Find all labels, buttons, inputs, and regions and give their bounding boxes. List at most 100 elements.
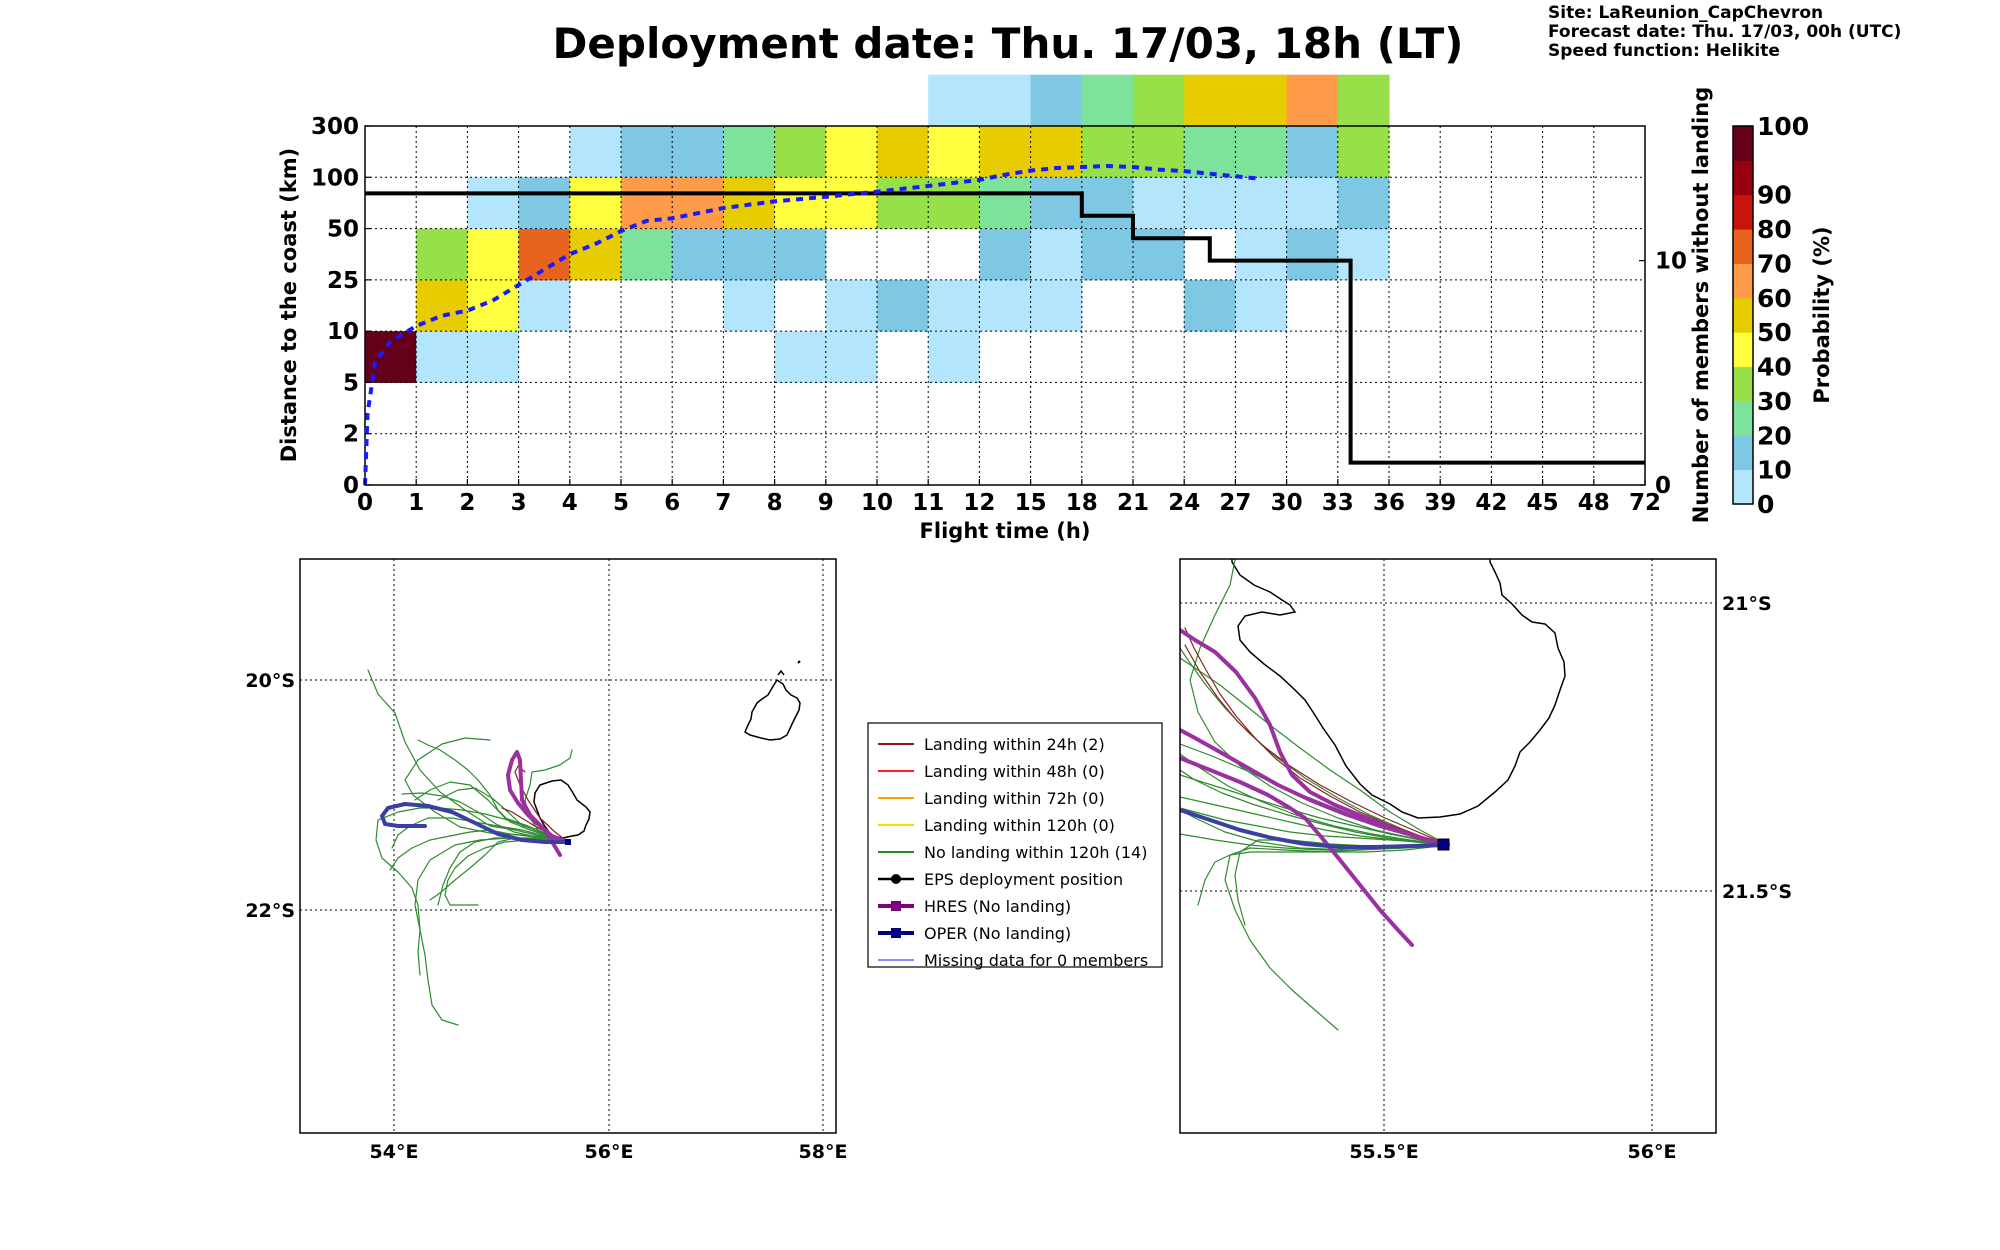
heatmap-cell: [467, 177, 520, 230]
colorbar-tick-label: 100: [1757, 112, 1809, 141]
colorbar-segment: [1733, 160, 1753, 196]
map-right-x-tick: 56°E: [1628, 1141, 1677, 1163]
heatmap-cell: [416, 228, 468, 281]
heatmap-cell: [1030, 74, 1083, 127]
heatmap-grid: [365, 126, 1645, 485]
heatmap-cell: [928, 74, 980, 127]
heatmap-cell: [1235, 279, 1288, 332]
heatmap-cell: [979, 126, 1032, 178]
x-tick-label: 18: [1066, 490, 1098, 516]
heatmap-frame: [364, 125, 1646, 486]
x-tick-label: 33: [1322, 490, 1354, 516]
heatmap-cell: [1030, 177, 1083, 230]
heatmap-cell: [825, 331, 878, 383]
legend-label: Landing within 24h (2): [924, 735, 1105, 754]
heatmap-cell: [569, 228, 622, 281]
legend-frame: [867, 722, 1163, 968]
colorbar-segment: [1733, 366, 1753, 402]
colorbar-tick-label: 0: [1757, 490, 1774, 519]
heatmap-cell: [1235, 177, 1288, 230]
site-label: Site: LaReunion_CapChevron: [1548, 3, 1823, 23]
map-left-x-tick: 58°E: [799, 1141, 848, 1163]
x-tick-label: 24: [1168, 490, 1200, 516]
heatmap-cell: [1184, 279, 1236, 332]
legend-item: No landing within 120h (14): [878, 843, 1147, 862]
x-tick-label: 5: [613, 490, 629, 516]
heatmap-cell: [569, 126, 622, 178]
heatmap-cell: [774, 177, 827, 230]
heatmap-cell: [518, 228, 571, 281]
x-tick-label: 21: [1117, 490, 1149, 516]
colorbar-tick-label: 20: [1757, 421, 1792, 450]
map-right-frame: [1179, 558, 1717, 1134]
heatmap-cell: [1081, 74, 1134, 127]
series-members-without-landing: [365, 191, 1645, 465]
heatmap-cell: [774, 331, 827, 383]
legend-item: EPS deployment position: [878, 870, 1123, 889]
heatmap-cell: [1133, 74, 1185, 127]
x-tick-label: 45: [1527, 490, 1559, 516]
x-tick-label: 11: [912, 490, 944, 516]
colorbar-segment: [1733, 297, 1753, 333]
x-tick-label: 6: [664, 490, 680, 516]
heatmap-cells: [365, 74, 1390, 383]
heatmap-cell: [1286, 177, 1339, 230]
heatmap-cell: [877, 177, 929, 230]
deployment-marker: [1437, 838, 1450, 851]
x-tick-label: 42: [1475, 490, 1507, 516]
colorbar-cells: [1733, 126, 1753, 505]
y-tick-label: 300: [311, 114, 359, 140]
heatmap-cell: [1133, 177, 1185, 230]
x-tick-label: 27: [1219, 490, 1251, 516]
heatmap-cell: [621, 126, 673, 178]
colorbar-frame: [1732, 125, 1754, 505]
heatmap-cell: [825, 279, 878, 332]
map-right-y-tick: 21°S: [1722, 593, 1772, 615]
heatmap-y2-ticks: 0 10: [1639, 249, 1687, 499]
heatmap-cell: [723, 279, 776, 332]
map-left-y-tick: 22°S: [245, 900, 295, 922]
heatmap-cell: [928, 279, 980, 332]
colorbar-tick-label: 60: [1757, 284, 1792, 313]
heatmap-cell: [877, 126, 929, 178]
x-tick-label: 10: [861, 490, 893, 516]
legend-item: OPER (No landing): [878, 924, 1071, 943]
y2-tick-label: 0: [1655, 473, 1671, 499]
heatmap-x-ticks: 0 1 2 3 4 5 6 7 8 9 10 11 12 15 18 21 24 27 30 33 36 39 42 45 48…: [357, 479, 1661, 516]
heatmap-cell: [365, 331, 417, 383]
colorbar-tick-label: 30: [1757, 387, 1792, 416]
x-tick-label: 72: [1629, 490, 1661, 516]
y2-tick-label: 10: [1655, 249, 1687, 275]
map-left-trajectories: [367, 669, 573, 1026]
legend-label: Missing data for 0 members: [924, 951, 1148, 970]
map-left-hres-track: [506, 750, 570, 857]
heatmap-cell: [1081, 126, 1134, 178]
legend-item: Missing data for 0 members: [878, 951, 1148, 970]
heatmap-cell: [979, 177, 1032, 230]
map-right: 55.5°E 56°E 21°S 21.5°S: [1179, 558, 1792, 1163]
figure-title: Deployment date: Thu. 17/03, 18h (LT): [553, 19, 1464, 68]
colorbar-segment: [1733, 435, 1753, 471]
heatmap-cell: [467, 331, 520, 383]
reunion-coastline-zoom: [1231, 559, 1566, 819]
heatmap-cell: [1184, 74, 1236, 127]
x-tick-label: 3: [511, 490, 527, 516]
x-tick-label: 12: [963, 490, 995, 516]
colorbar-segment: [1733, 229, 1753, 264]
heatmap-cell: [825, 177, 878, 230]
heatmap-cell: [979, 279, 1032, 332]
y2-axis-label: Number of members without landing: [1689, 87, 1713, 524]
heatmap-cell: [518, 177, 571, 230]
colorbar-tick-label: 10: [1757, 456, 1792, 485]
map-left-x-tick: 54°E: [370, 1141, 419, 1163]
heatmap-cell: [774, 126, 827, 178]
map-right-x-tick: 55.5°E: [1349, 1141, 1418, 1163]
x-tick-label: 30: [1271, 490, 1303, 516]
heatmap-cell: [1337, 126, 1390, 178]
heatmap-cell: [825, 126, 878, 178]
heatmap-cell: [1286, 126, 1339, 178]
map-left-frame: [299, 558, 837, 1134]
heatmap-cell: [877, 279, 929, 332]
